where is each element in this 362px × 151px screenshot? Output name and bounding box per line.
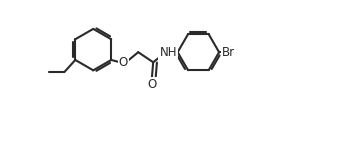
Text: O: O: [119, 56, 128, 69]
Text: O: O: [147, 78, 156, 91]
Text: NH: NH: [159, 46, 177, 59]
Text: Br: Br: [222, 46, 235, 59]
